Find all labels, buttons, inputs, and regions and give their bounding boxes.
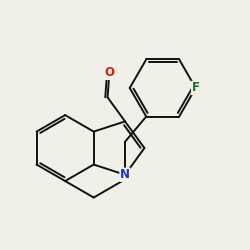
- Text: O: O: [104, 66, 114, 79]
- Text: F: F: [192, 82, 200, 94]
- Text: N: N: [120, 168, 130, 181]
